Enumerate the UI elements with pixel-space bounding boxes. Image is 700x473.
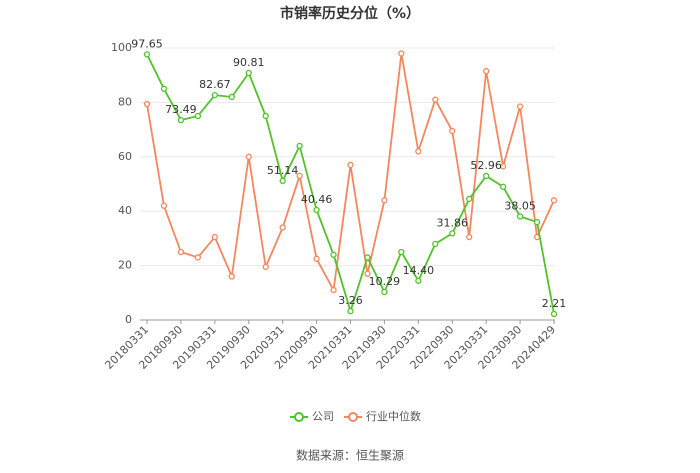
point	[499, 163, 507, 170]
point	[483, 67, 490, 75]
data-label: 90.81	[233, 56, 265, 69]
data-label: 51.14	[267, 164, 299, 177]
point	[262, 112, 269, 120]
point	[194, 254, 202, 261]
legend-marker	[348, 412, 358, 422]
series-line	[146, 53, 555, 315]
point	[177, 248, 185, 256]
point	[415, 148, 422, 155]
data-label: 40.46	[301, 193, 333, 206]
point	[313, 255, 320, 262]
point	[432, 96, 439, 103]
point	[449, 230, 456, 237]
data-label: 82.67	[199, 78, 231, 91]
point	[211, 91, 218, 99]
point	[364, 270, 371, 277]
chart-title: 市销率历史分位（%）	[280, 5, 420, 22]
point	[245, 69, 252, 77]
point	[245, 153, 252, 160]
data-label: 73.49	[165, 103, 197, 116]
data-label: 10.29	[369, 275, 401, 288]
point	[432, 240, 439, 247]
point	[381, 197, 388, 204]
point	[279, 224, 286, 231]
point	[330, 286, 337, 294]
legend-label: 公司	[312, 410, 334, 423]
data-label: 38.05	[504, 200, 536, 213]
data-label: 31.86	[437, 216, 469, 229]
point	[262, 263, 269, 271]
point	[347, 161, 354, 169]
y-tick-label: 60	[118, 150, 132, 163]
point	[330, 251, 337, 258]
point	[194, 112, 202, 120]
point	[228, 273, 235, 280]
data-label: 52.96	[470, 159, 502, 172]
point	[177, 116, 185, 124]
point	[483, 172, 490, 180]
point	[466, 195, 473, 203]
y-tick-label: 100	[111, 41, 132, 54]
point	[415, 277, 422, 284]
point	[381, 288, 388, 296]
point	[296, 172, 303, 179]
point	[143, 100, 151, 108]
point	[296, 142, 303, 150]
point	[364, 254, 371, 261]
data-label: 14.40	[403, 264, 435, 277]
legend-label: 行业中位数	[366, 409, 421, 423]
y-tick-label: 0	[125, 313, 132, 326]
point	[550, 197, 558, 204]
point	[211, 233, 218, 241]
point	[516, 213, 524, 220]
point	[313, 206, 320, 214]
point	[550, 310, 558, 318]
point	[516, 103, 524, 110]
legend-marker	[294, 412, 304, 422]
data-label: 97.65	[131, 37, 163, 50]
point	[499, 183, 507, 190]
data-label: 2.21	[542, 297, 567, 310]
point	[533, 218, 541, 226]
y-tick-label: 20	[118, 259, 132, 272]
y-tick-label: 80	[118, 95, 132, 108]
y-tick-label: 40	[118, 204, 132, 217]
point	[279, 177, 286, 185]
source: 数据来源：恒生聚源	[296, 448, 404, 463]
point	[466, 233, 473, 241]
point	[160, 202, 168, 209]
point	[347, 307, 354, 315]
point	[143, 51, 151, 58]
point	[398, 50, 405, 57]
point	[160, 85, 168, 92]
data-label: 3.26	[338, 294, 363, 307]
point	[398, 248, 405, 256]
point	[449, 127, 456, 135]
point	[228, 93, 235, 101]
